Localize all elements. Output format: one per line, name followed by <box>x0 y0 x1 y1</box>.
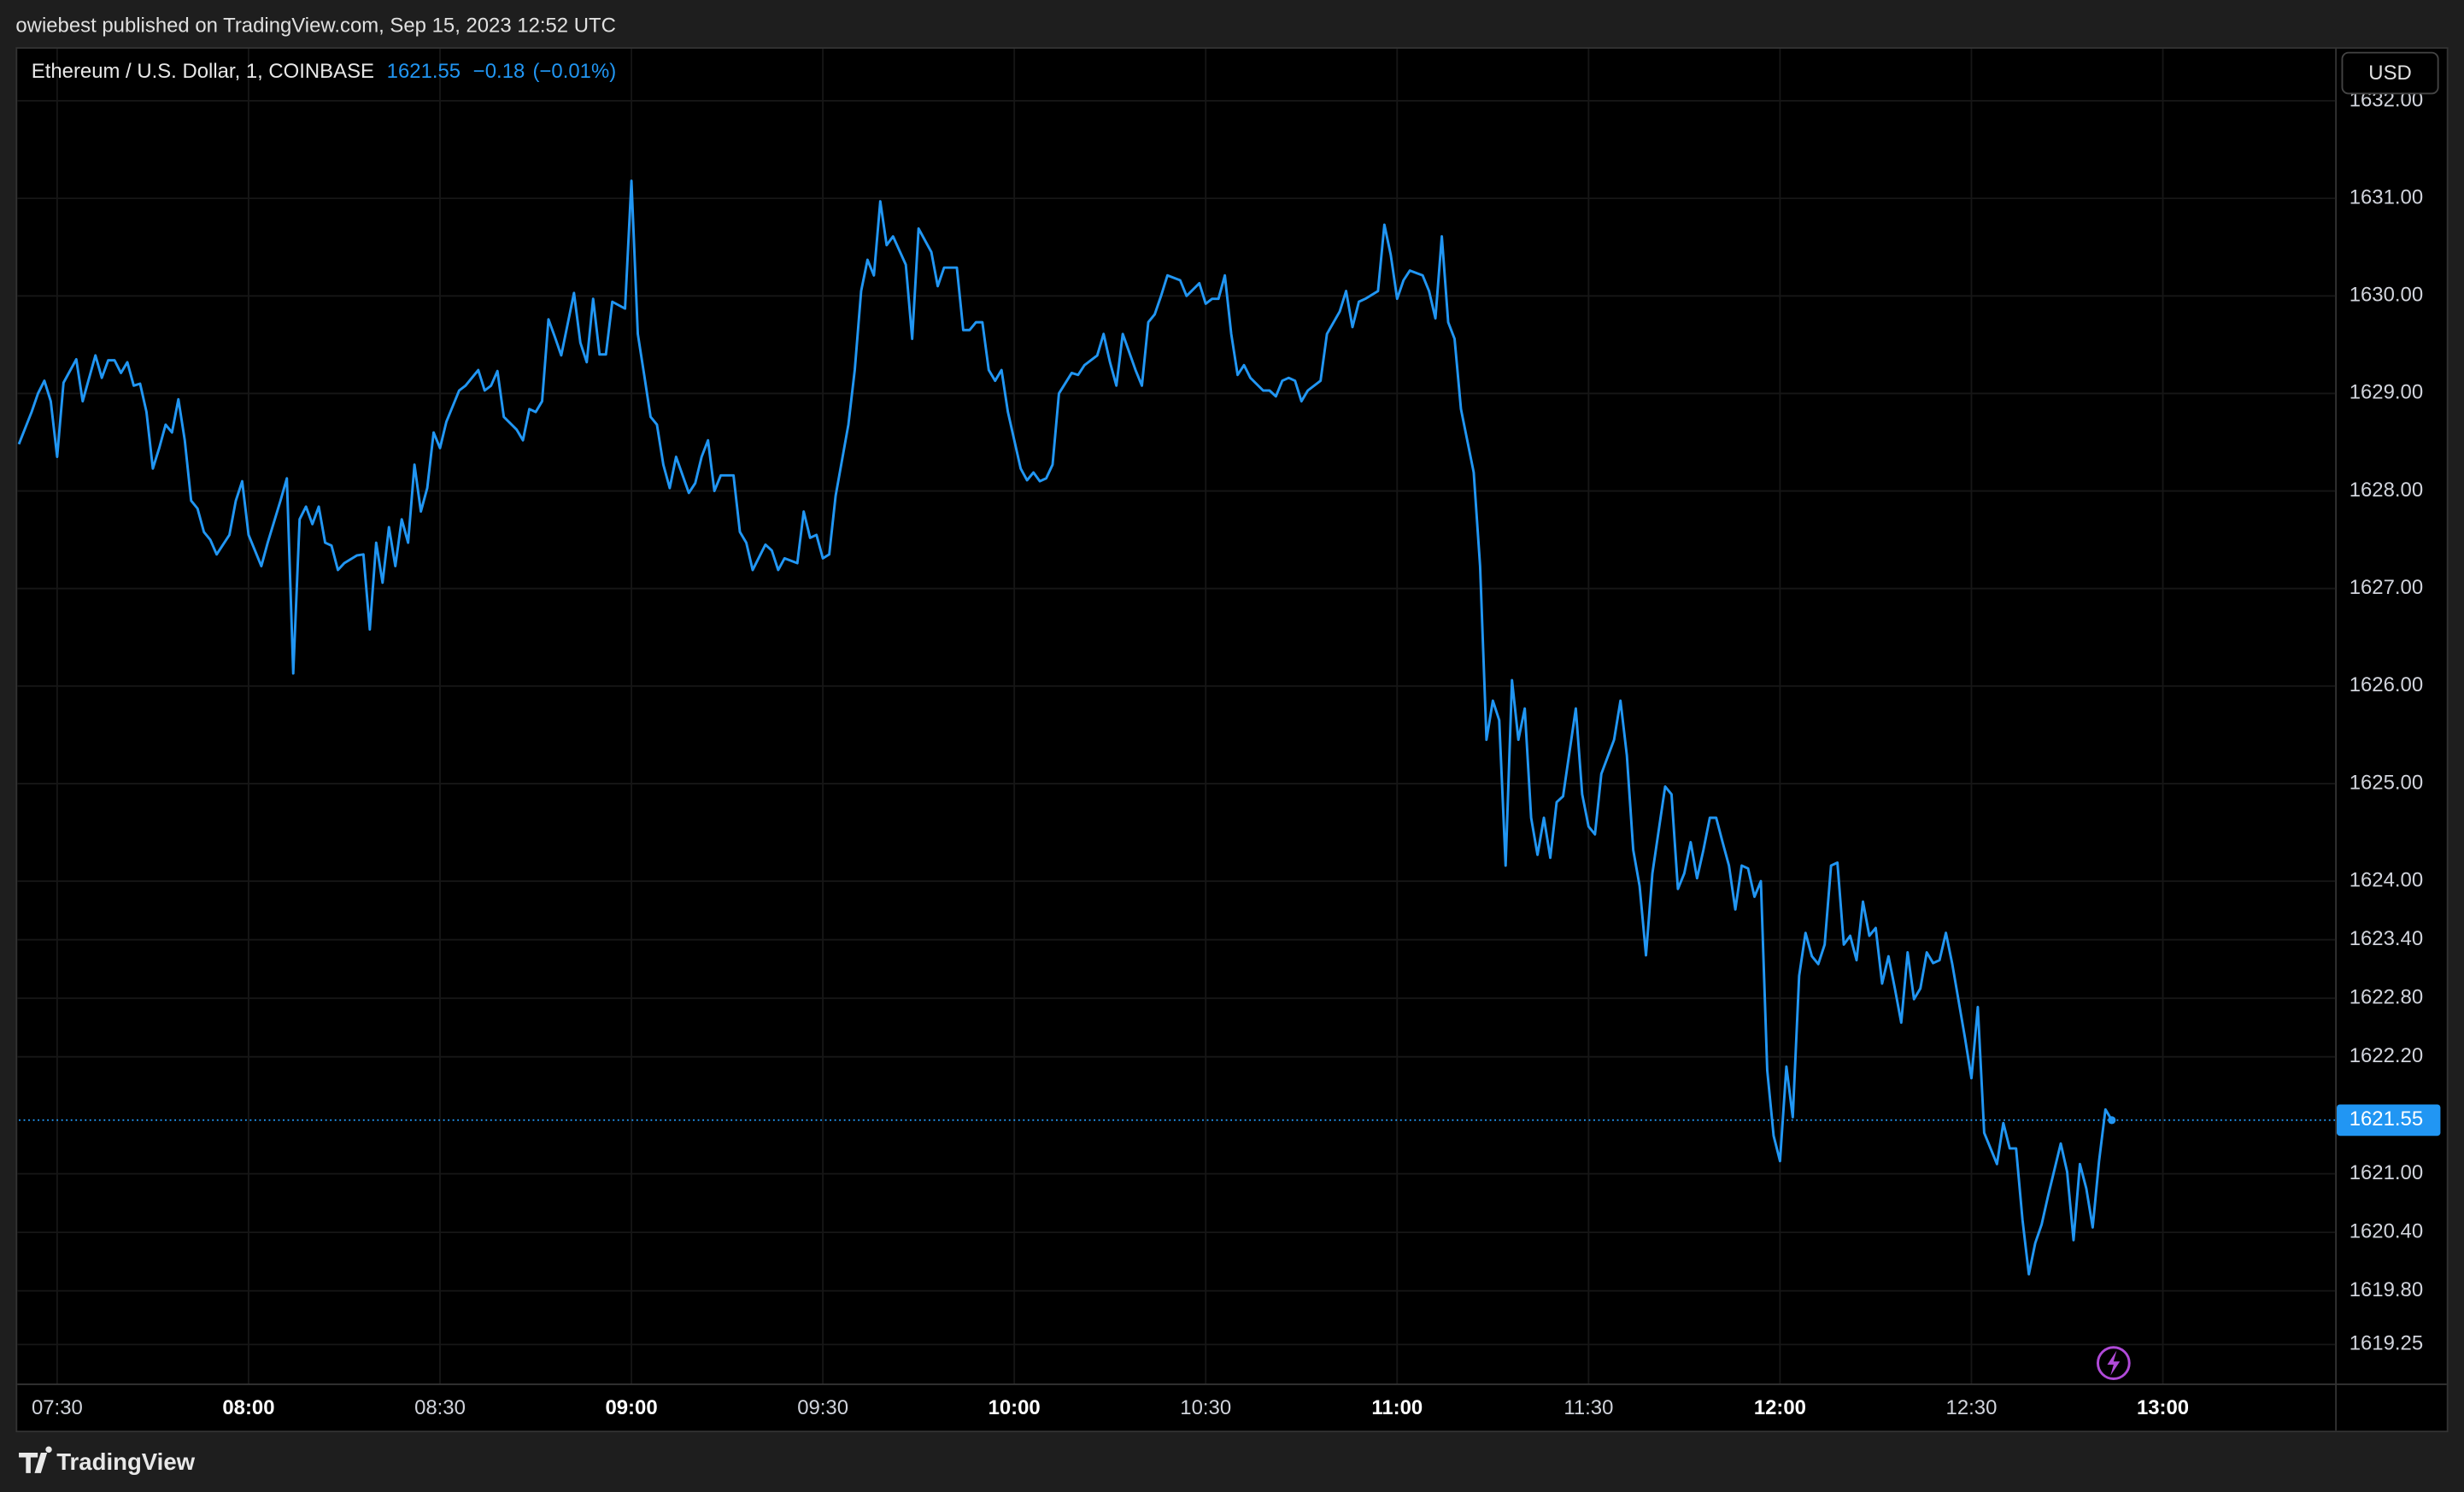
last-point <box>2108 1116 2116 1125</box>
chart-title: Ethereum / U.S. Dollar, 1, COINBASE <box>32 60 374 83</box>
last-price-label: 1621.55 <box>2350 1107 2423 1131</box>
lightning-bolt <box>2107 1350 2121 1376</box>
grid <box>17 49 2336 1384</box>
chart-panel <box>15 47 2449 1433</box>
y-tick-label: 1628.00 <box>2350 479 2423 502</box>
x-tick-label: 07:30 <box>32 1396 83 1419</box>
x-tick-label: 10:00 <box>989 1396 1041 1419</box>
y-tick-label: 1623.40 <box>2350 927 2423 950</box>
y-tick-label: 1624.00 <box>2350 868 2423 891</box>
plot <box>17 179 2336 1276</box>
x-tick-label: 11:30 <box>1563 1396 1613 1419</box>
y-tick-label: 1627.00 <box>2350 576 2423 599</box>
published-note: owiebest published on TradingView.com, S… <box>15 15 615 38</box>
price-line <box>17 179 2114 1276</box>
x-tick-label: 09:00 <box>605 1396 657 1419</box>
header-change-percent: (−0.01%) <box>533 60 617 83</box>
brand-logo <box>19 1446 52 1473</box>
last-price-badge <box>2337 1104 2441 1137</box>
lightning-icon[interactable] <box>2096 1346 2131 1381</box>
y-tick-label: 1625.00 <box>2350 771 2423 794</box>
y-tick-label: 1622.80 <box>2350 985 2423 1008</box>
x-tick-label: 13:00 <box>2137 1396 2189 1419</box>
x-tick-label: 09:30 <box>797 1396 848 1419</box>
x-tick-label: 10:30 <box>1180 1396 1231 1419</box>
brand-name: TradingView <box>56 1448 195 1475</box>
y-tick-label: 1622.20 <box>2350 1044 2423 1067</box>
currency-label: USD <box>2368 62 2411 85</box>
header-last-value: 1621.55 <box>387 60 461 83</box>
header-change: −0.18 <box>473 60 525 83</box>
axes: 1632.001631.001630.001629.001628.001627.… <box>32 88 2441 1419</box>
y-tick-label: 1631.00 <box>2350 185 2423 209</box>
y-tick-label: 1621.00 <box>2350 1161 2423 1184</box>
currency-button[interactable] <box>2341 51 2439 95</box>
x-tick-label: 08:00 <box>222 1396 274 1419</box>
y-tick-label: 1630.00 <box>2350 284 2423 307</box>
y-tick-label: 1619.25 <box>2350 1332 2423 1355</box>
y-tick-label: 1619.80 <box>2350 1278 2423 1301</box>
y-tick-label: 1620.40 <box>2350 1219 2423 1242</box>
x-tick-label: 12:00 <box>1754 1396 1806 1419</box>
y-tick-label: 1629.00 <box>2350 381 2423 404</box>
x-tick-label: 11:00 <box>1371 1396 1423 1419</box>
x-tick-label: 08:30 <box>414 1396 466 1419</box>
y-tick-label: 1626.00 <box>2350 673 2423 696</box>
x-tick-label: 12:30 <box>1946 1396 1998 1419</box>
